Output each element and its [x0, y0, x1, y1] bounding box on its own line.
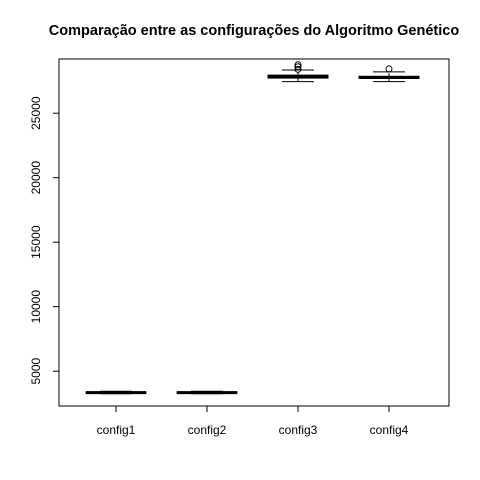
- y-tick-label: 25000: [29, 96, 43, 130]
- box-config3: [267, 61, 329, 83]
- box-config1: [85, 390, 147, 395]
- outlier-point: [294, 65, 302, 73]
- x-tick-label: config1: [97, 423, 136, 437]
- y-tick-label: 10000: [29, 290, 43, 324]
- box-config4: [358, 65, 420, 83]
- x-tick-label: config3: [279, 423, 318, 437]
- y-tick-label: 20000: [29, 161, 43, 195]
- y-axis: 5000 10000 15000 20000 25000: [29, 96, 59, 385]
- outlier-point: [385, 65, 393, 73]
- chart-title: Comparação entre as configurações do Alg…: [49, 23, 460, 39]
- outlier-point: [294, 61, 302, 69]
- x-axis: config1 config2 config3 config4: [97, 405, 409, 437]
- x-tick-label: config4: [370, 423, 409, 437]
- outlier-point: [294, 63, 302, 71]
- y-tick-label: 5000: [29, 358, 43, 385]
- y-tick-label: 15000: [29, 225, 43, 259]
- boxes-layer: [85, 61, 420, 395]
- x-tick-label: config2: [188, 423, 227, 437]
- box-config2: [176, 390, 238, 395]
